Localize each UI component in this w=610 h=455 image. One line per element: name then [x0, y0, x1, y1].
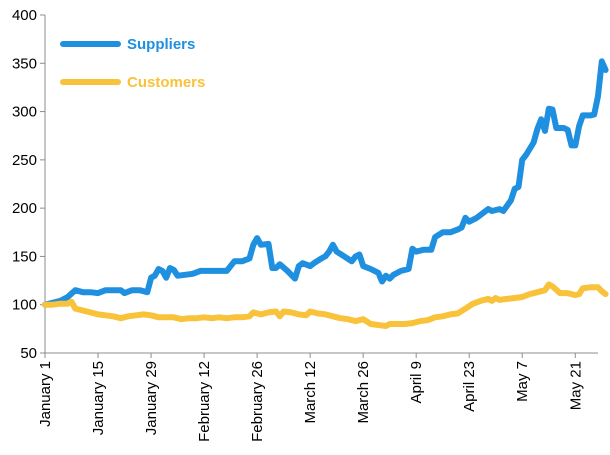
y-axis: 50 100 150 200 250 300 350 400 [12, 7, 46, 362]
y-tick-label: 350 [12, 55, 37, 72]
legend: Suppliers Customers [60, 36, 205, 91]
series-line-suppliers [42, 58, 609, 308]
x-tick-label: April 23 [461, 361, 478, 412]
x-tick-label: May 21 [567, 361, 584, 410]
x-tick-label: February 12 [196, 361, 213, 442]
y-tick-label: 200 [12, 200, 37, 217]
x-tick-label: January 15 [90, 361, 107, 435]
x-tick-label: January 29 [143, 361, 160, 435]
y-tick-label: 400 [12, 7, 37, 24]
x-tick-label: January 1 [37, 361, 54, 427]
x-tick-label: May 7 [514, 361, 531, 402]
y-tick-label: 150 [12, 248, 37, 265]
y-tick-label: 50 [20, 345, 37, 362]
y-tick-label: 100 [12, 297, 37, 314]
y-tick-label: 250 [12, 152, 37, 169]
x-tick-label: March 12 [302, 361, 319, 424]
legend-label-suppliers: Suppliers [127, 36, 195, 53]
y-tick-label: 300 [12, 104, 37, 121]
x-axis: January 1 January 15 January 29 February 12… [37, 352, 598, 442]
legend-label-customers: Customers [127, 74, 205, 91]
series-line-customers [42, 281, 609, 329]
series-layer [42, 58, 609, 329]
x-tick-label: March 26 [355, 361, 372, 424]
x-tick-label: February 26 [249, 361, 266, 442]
x-tick-label: April 9 [408, 361, 425, 404]
